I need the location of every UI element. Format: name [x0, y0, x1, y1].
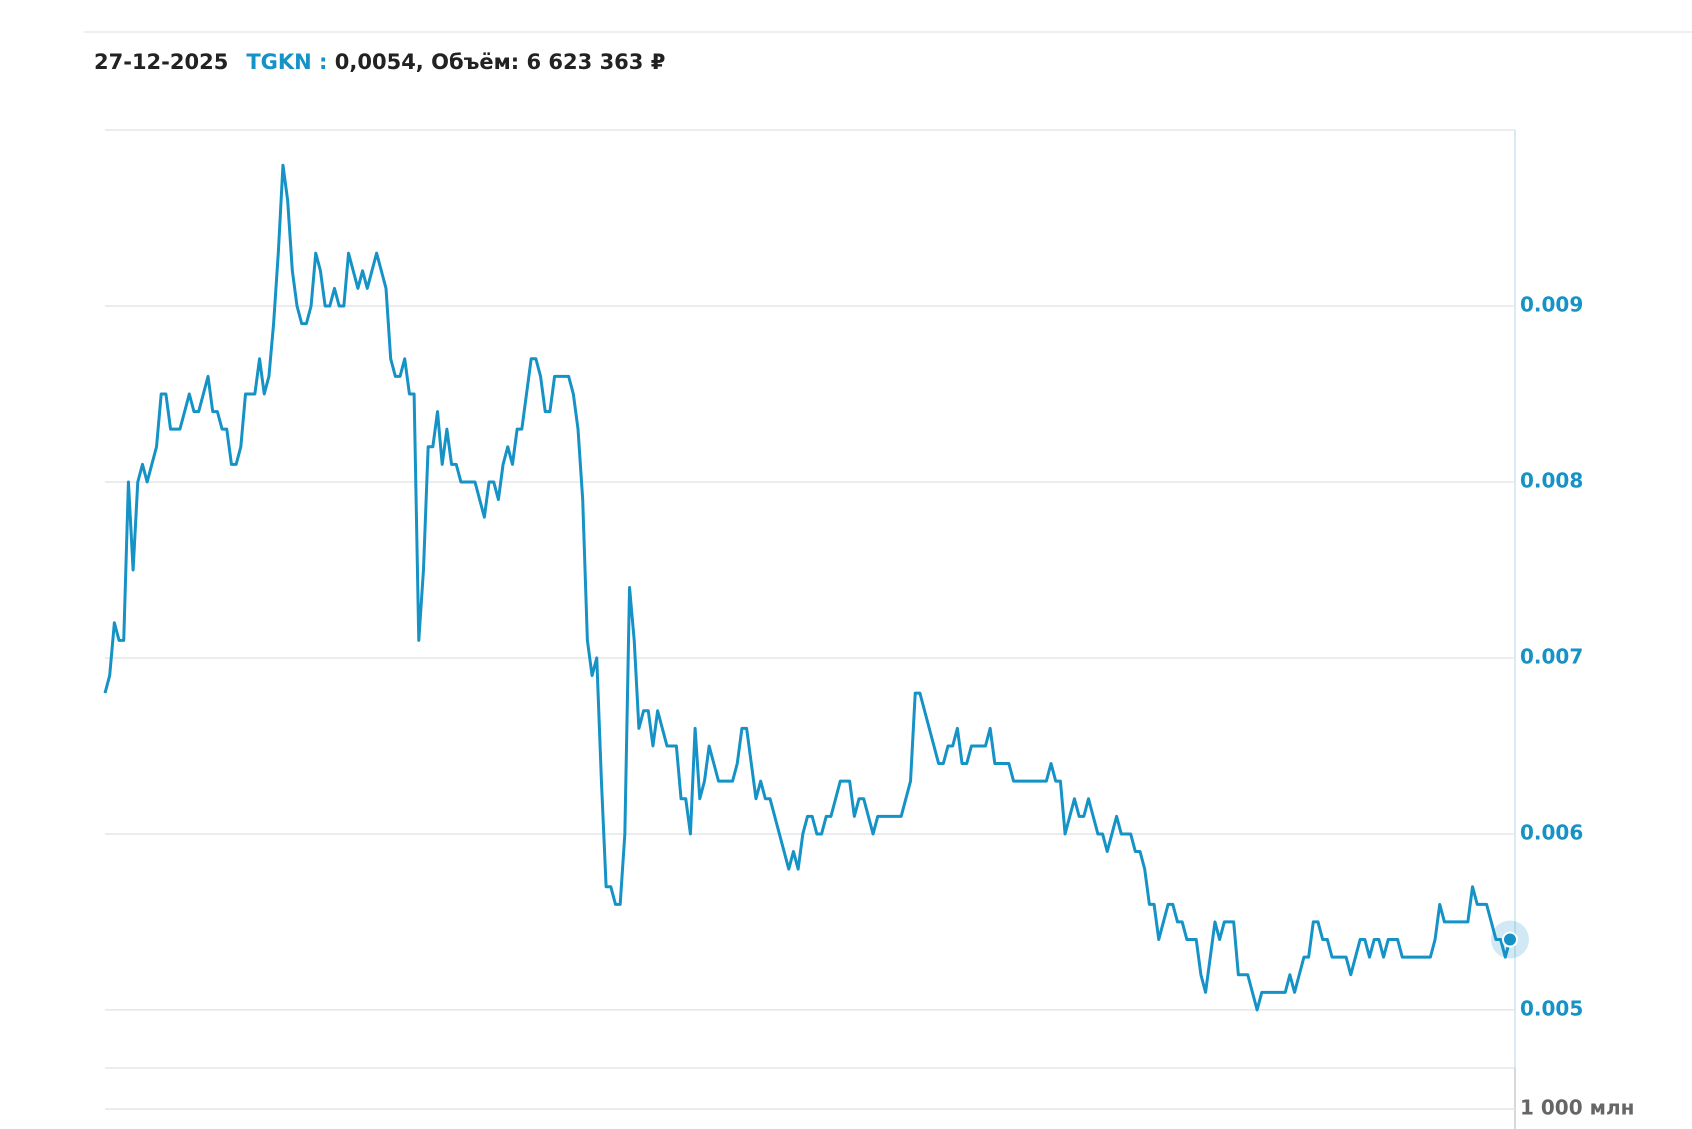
- header: 27-12-2025 TGKN : 0,0054, Объём: 6 623 36…: [94, 50, 665, 74]
- price-line: [103, 163, 1512, 1012]
- y-tick-label: 0.008: [1520, 468, 1583, 492]
- last-point: [1502, 931, 1518, 948]
- y-tick-label: 0.009: [1520, 292, 1583, 316]
- volume-tick-label: 1 000 млн: [1520, 1096, 1634, 1120]
- y-tick-label: 0.005: [1520, 996, 1583, 1020]
- date: 27-12-2025: [94, 50, 229, 74]
- y-tick-label: 0.007: [1520, 644, 1583, 668]
- quote: 0,0054, Объём: 6 623 363 ₽: [334, 50, 666, 74]
- y-tick-label: 0.006: [1520, 820, 1583, 844]
- ticker: TGKN :: [246, 50, 328, 74]
